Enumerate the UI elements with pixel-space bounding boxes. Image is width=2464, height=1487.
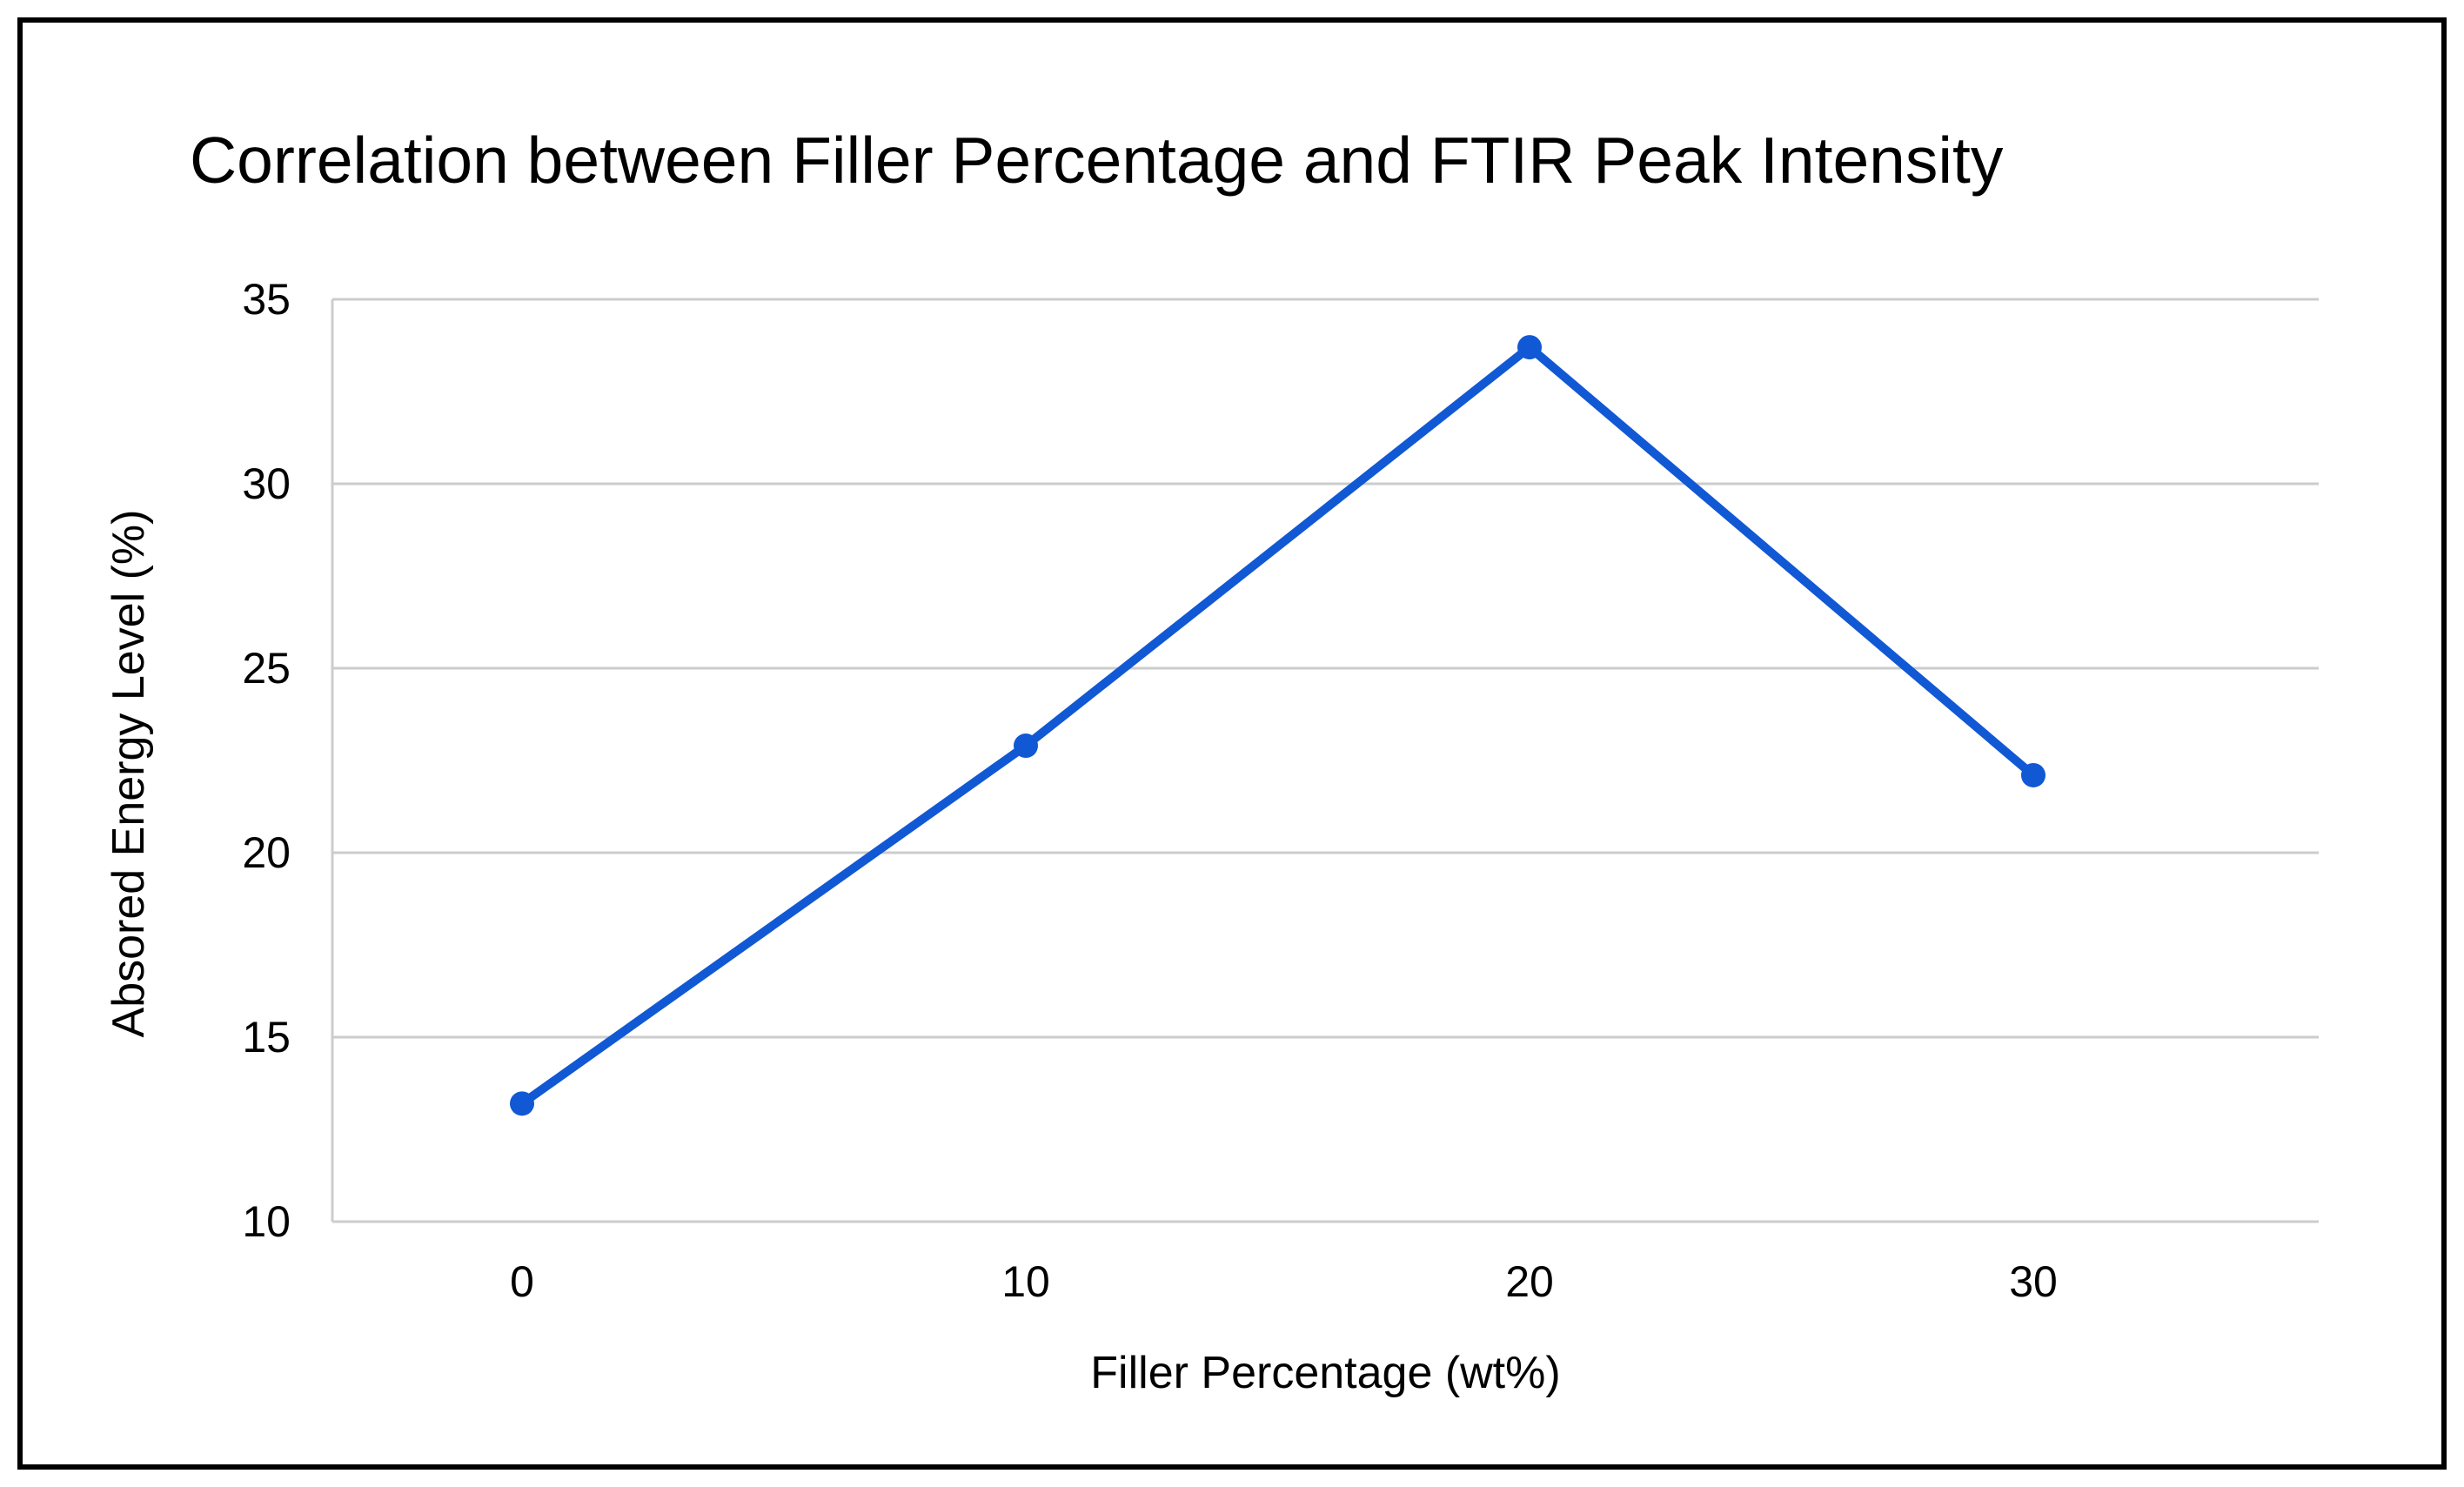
- y-tick-label: 15: [242, 1013, 291, 1062]
- data-point: [510, 1091, 534, 1116]
- x-tick-label: 0: [510, 1257, 534, 1306]
- data-point: [1014, 733, 1038, 759]
- chart-title: Correlation between Filler Percentage an…: [190, 124, 2004, 197]
- data-point: [1517, 335, 1542, 360]
- y-tick-label: 25: [242, 644, 291, 693]
- x-tick-label: 30: [2009, 1257, 2058, 1306]
- x-tick-label: 10: [1001, 1257, 1050, 1306]
- data-point: [2021, 762, 2046, 787]
- x-axis-title: Filler Percentage (wt%): [1090, 1348, 1561, 1398]
- y-tick-label: 35: [242, 275, 291, 324]
- y-tick-label: 10: [242, 1197, 291, 1246]
- series-line: [518, 343, 2038, 1109]
- x-tick-label: 20: [1505, 1257, 1554, 1306]
- y-tick-label: 20: [242, 828, 291, 877]
- y-tick-label: 30: [242, 459, 291, 508]
